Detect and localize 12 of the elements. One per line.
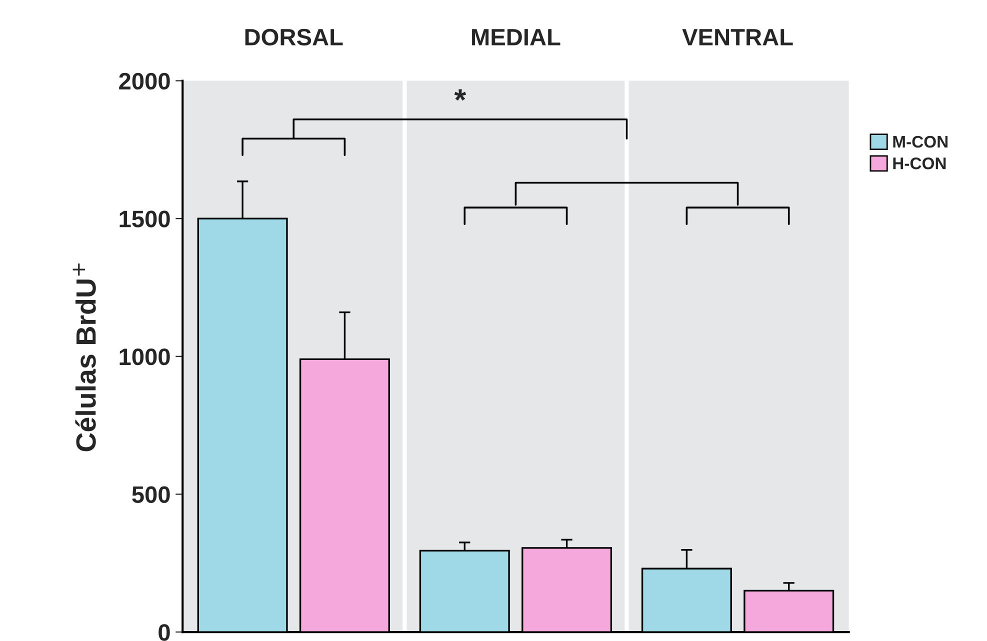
y-tick-label: 1500 bbox=[120, 210, 170, 228]
y-tick-label: 0 bbox=[158, 624, 170, 641]
legend-label: M-CON bbox=[893, 136, 948, 148]
y-tick-label: 2000 bbox=[119, 72, 170, 90]
y-tick-label: 500 bbox=[132, 486, 170, 503]
y-axis-title: Células BrdU$^{+}$ bbox=[72, 263, 96, 452]
x-tick-label: DORSAL bbox=[245, 28, 343, 46]
legend-label: H-CON bbox=[893, 158, 946, 170]
annotation: * bbox=[454, 89, 466, 101]
y-tick-label: 1000 bbox=[120, 348, 170, 366]
x-tick-label: VENTRAL bbox=[682, 29, 793, 46]
x-tick-label: MEDIAL bbox=[472, 29, 560, 46]
